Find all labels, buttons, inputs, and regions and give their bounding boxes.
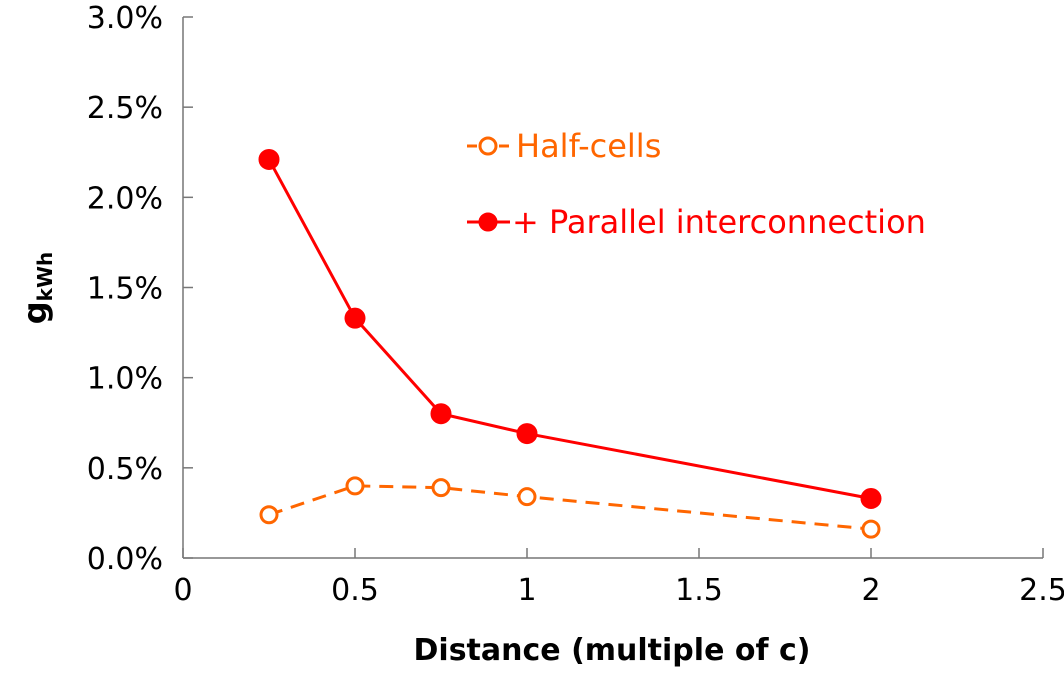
x-tick-label: 2.5	[1019, 573, 1064, 608]
series-line-0	[268, 484, 872, 531]
data-point	[516, 423, 538, 445]
series-group	[258, 148, 882, 539]
x-tick-label: 1	[517, 573, 536, 608]
data-point	[431, 478, 451, 498]
y-tick-label: 1.5%	[87, 272, 163, 307]
legend-marker	[478, 212, 498, 232]
data-point	[258, 148, 280, 170]
x-tick-label: 1.5	[675, 573, 723, 608]
y-tick-label: 1.0%	[87, 362, 163, 397]
legend-label: Half-cells	[516, 127, 661, 165]
x-axis-label: Distance (multiple of c)	[414, 633, 811, 668]
y-tick-label: 2.5%	[87, 91, 163, 126]
y-tick-label: 0.5%	[87, 452, 163, 487]
y-axis-label: gkWh	[16, 252, 57, 325]
data-point	[345, 476, 365, 496]
data-point	[344, 307, 366, 329]
legend-label: + Parallel interconnection	[512, 203, 926, 241]
data-point	[259, 505, 279, 525]
x-tick-label: 2	[861, 573, 880, 608]
y-tick-label: 0.0%	[87, 542, 163, 577]
y-tick-label: 3.0%	[87, 1, 163, 36]
legend: Half-cells + Parallel interconnection	[467, 127, 926, 241]
axes: 0.0% 0.5% 1.0% 1.5% 2.0% 2.5% 3.0% 0 0.5 1 1.5 2 2.5	[87, 1, 1064, 608]
x-tick-label: 0	[173, 573, 192, 608]
data-point	[430, 403, 452, 425]
x-tick-label: 0.5	[331, 573, 379, 608]
data-point	[860, 487, 882, 509]
legend-marker	[478, 136, 498, 156]
data-point	[517, 487, 537, 507]
y-tick-label: 2.0%	[87, 181, 163, 216]
data-point	[861, 519, 881, 539]
